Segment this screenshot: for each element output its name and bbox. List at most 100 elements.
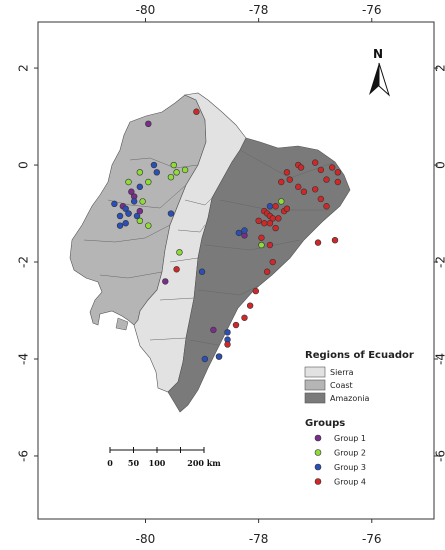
- group-2-point: [170, 161, 177, 169]
- group-3-point: [116, 212, 124, 220]
- group-3-point: [122, 220, 129, 227]
- north-arrow: N: [369, 47, 391, 97]
- x-tick-label-bottom: -80: [136, 532, 156, 546]
- x-tick-label-top: -78: [249, 3, 269, 17]
- group-4-point: [272, 203, 279, 210]
- group-3-point: [150, 161, 158, 169]
- group-4-point: [193, 108, 200, 115]
- group-3-point: [201, 355, 209, 363]
- group-2-point: [136, 217, 144, 225]
- group-4-point: [300, 188, 308, 195]
- group-1-point: [136, 207, 144, 215]
- groups-legend-title: Groups: [305, 418, 345, 429]
- group-3-point: [130, 198, 138, 205]
- group-4-point: [255, 217, 262, 225]
- group-3-point: [153, 169, 161, 176]
- group-4-point: [295, 183, 302, 191]
- group-3-point: [136, 183, 144, 191]
- y-tick-label-right: 2: [434, 64, 445, 72]
- group-4-point: [266, 220, 274, 227]
- legend-swatch-amazonia: [304, 392, 326, 404]
- scale-bar: 0 50 100 200 km: [107, 447, 221, 468]
- x-tick-label-top: -76: [362, 3, 382, 17]
- group-2-point: [278, 198, 285, 205]
- legend-label-group-3: Group 3: [334, 463, 366, 472]
- y-tick-label-right: -2: [434, 256, 445, 268]
- group-3-point: [215, 353, 223, 360]
- group-3-point: [116, 222, 124, 229]
- group-4-point: [266, 241, 274, 249]
- group-4-point: [312, 159, 319, 166]
- north-label: N: [373, 47, 383, 61]
- group-4-point: [173, 266, 180, 273]
- group-4-point: [317, 195, 325, 203]
- legend-marker-group-1: [314, 434, 322, 442]
- group-4-point: [261, 220, 268, 227]
- group-2-point: [125, 178, 132, 186]
- legend-label-group-4: Group 4: [334, 478, 366, 487]
- group-4-point: [232, 321, 240, 329]
- group-4-point: [283, 205, 291, 212]
- group-2-point: [145, 222, 152, 229]
- group-4-point: [283, 169, 291, 176]
- group-2-point: [139, 198, 146, 205]
- group-2-point: [176, 249, 183, 256]
- group-4-point: [312, 186, 319, 193]
- group-3-point: [224, 329, 231, 336]
- y-tick-label-right: 0: [434, 161, 445, 169]
- group-4-point: [314, 239, 322, 246]
- group-1-point: [162, 278, 169, 285]
- group-2-point: [136, 169, 144, 176]
- north-arrow-icon: [369, 63, 379, 95]
- y-tick-label-left: -6: [17, 450, 31, 462]
- group-2-point: [173, 169, 180, 176]
- legend-label-group-1: Group 1: [334, 434, 366, 443]
- group-2-point: [145, 178, 152, 186]
- x-tick-label-bottom: -78: [249, 532, 269, 546]
- legend-label-coast: Coast: [330, 381, 353, 390]
- legend-marker-group-2: [314, 449, 322, 456]
- group-3-point: [122, 205, 129, 212]
- group-3-point: [241, 227, 248, 234]
- group-3-point: [133, 212, 141, 220]
- y-tick-label-left: 0: [16, 161, 30, 169]
- y-tick-label-right: -4: [434, 353, 445, 365]
- scale-bar-label: 200 km: [187, 458, 221, 468]
- group-4-point: [272, 224, 279, 232]
- y-tick-label-right: -6: [434, 450, 445, 462]
- group-4-point: [331, 236, 339, 244]
- legend-label-sierra: Sierra: [330, 368, 354, 377]
- group-4-point: [275, 215, 282, 222]
- group-1-point: [145, 120, 152, 128]
- group-4-point: [258, 234, 265, 241]
- amazonia-region: [167, 137, 351, 413]
- north-arrow-icon-outline: [378, 62, 391, 97]
- group-4-point: [334, 178, 342, 186]
- group-4-point: [278, 178, 285, 186]
- group-1-point: [128, 188, 135, 195]
- regions-legend: Regions of Ecuador Sierra Coast Amazonia: [304, 350, 414, 404]
- group-1-point: [210, 326, 217, 334]
- group-4-point: [334, 169, 342, 176]
- group-4-point: [297, 164, 305, 171]
- group-4-point: [317, 166, 325, 174]
- group-3-point: [125, 210, 132, 217]
- group-3-point: [235, 229, 243, 237]
- x-tick-label-bottom: -76: [362, 532, 382, 546]
- group-4-point: [263, 268, 271, 275]
- group-3-point: [111, 200, 118, 208]
- legend-swatch-sierra: [304, 366, 326, 378]
- legend-label-group-2: Group 2: [334, 449, 366, 458]
- group-2-point: [181, 166, 189, 174]
- group-4-point: [269, 258, 276, 266]
- group-3-point: [198, 268, 206, 275]
- group-4-point: [241, 314, 248, 321]
- legend-marker-group-3: [314, 463, 322, 471]
- scale-bar-label: 0: [107, 458, 113, 468]
- legend-swatch-coast: [304, 379, 326, 391]
- group-4-point: [323, 203, 330, 210]
- y-tick-label-left: 2: [17, 64, 31, 72]
- group-2-point: [167, 173, 175, 181]
- legend-label-amazonia: Amazonia: [330, 394, 370, 403]
